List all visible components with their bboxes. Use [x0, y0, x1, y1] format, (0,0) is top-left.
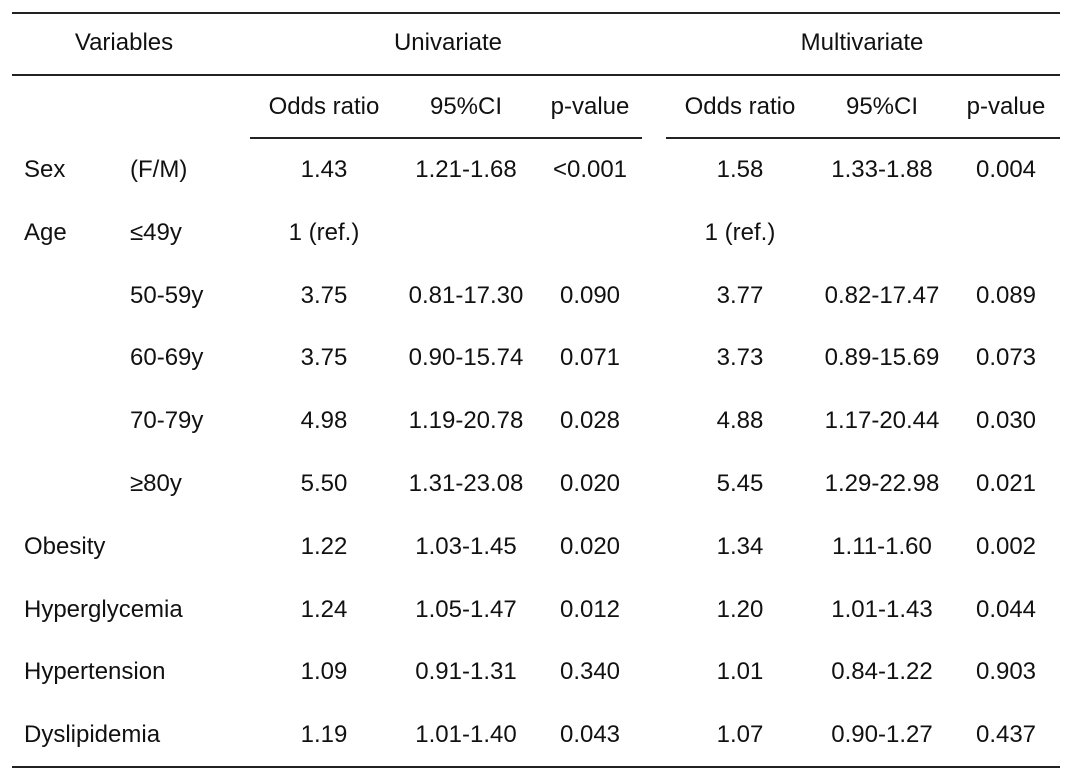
multi-p-value: 0.002 [975, 533, 1037, 560]
uni-odds-ratio: 3.75 [300, 344, 348, 371]
uni-p-value: 0.020 [559, 533, 621, 560]
row-label: Age [24, 219, 67, 246]
table-top-rule [12, 12, 1060, 14]
uni-odds-ratio: 1.24 [300, 596, 348, 623]
multi-p-value: 0.437 [975, 721, 1037, 748]
header-bottom-rule [12, 74, 1060, 76]
multi-odds-ratio: 4.88 [716, 407, 764, 434]
row-sublabel: ≤49y [130, 219, 182, 246]
row-sublabel: ≥80y [130, 470, 182, 497]
multi-odds-ratio: 1.01 [716, 658, 764, 685]
multi-95ci: 1.33-1.88 [831, 156, 933, 183]
multi-95ci: 0.82-17.47 [824, 282, 940, 309]
uni-odds-ratio: 3.75 [300, 282, 348, 309]
subheader-uni-p-value: p-value [550, 93, 630, 120]
multi-odds-ratio: 1.07 [716, 721, 764, 748]
multi-odds-ratio: 3.77 [716, 282, 764, 309]
row-label: Hypertension [24, 658, 166, 685]
uni-p-value: 0.071 [559, 344, 621, 371]
multi-95ci: 1.17-20.44 [824, 407, 940, 434]
uni-p-value: <0.001 [552, 156, 628, 183]
multi-95ci: 0.90-1.27 [831, 721, 933, 748]
uni-p-value: 0.020 [559, 470, 621, 497]
multi-odds-ratio: 1.34 [716, 533, 764, 560]
uni-95ci: 0.90-15.74 [408, 344, 524, 371]
multi-p-value: 0.030 [975, 407, 1037, 434]
row-sublabel: 60-69y [130, 344, 204, 371]
uni-p-value: 0.028 [559, 407, 621, 434]
multi-95ci: 1.29-22.98 [824, 470, 940, 497]
multi-p-value: 0.044 [975, 596, 1037, 623]
uni-95ci: 1.01-1.40 [415, 721, 517, 748]
uni-p-value: 0.340 [559, 658, 621, 685]
uni-odds-ratio: 1.09 [300, 658, 348, 685]
multi-95ci: 0.89-15.69 [824, 344, 940, 371]
uni-p-value: 0.012 [559, 596, 621, 623]
uni-odds-ratio: 1.22 [300, 533, 348, 560]
uni-p-value: 0.090 [559, 282, 621, 309]
multi-95ci: 0.84-1.22 [831, 658, 933, 685]
subheader-multi-odds-ratio: Odds ratio [684, 93, 796, 120]
uni-odds-ratio: 1.43 [300, 156, 348, 183]
subheader-multi-p-value: p-value [966, 93, 1046, 120]
multi-odds-ratio: 3.73 [716, 344, 764, 371]
multi-p-value: 0.073 [975, 344, 1037, 371]
multi-odds-ratio: 1.58 [716, 156, 764, 183]
table-bottom-rule [12, 766, 1060, 768]
header-variables: Variables [74, 29, 174, 56]
uni-95ci: 1.05-1.47 [415, 596, 517, 623]
uni-odds-ratio: 1 (ref.) [288, 219, 360, 246]
header-multivariate: Multivariate [800, 29, 924, 56]
multivariate-subheader-rule [666, 137, 1060, 139]
multi-95ci: 1.01-1.43 [831, 596, 933, 623]
subheader-uni-odds-ratio: Odds ratio [268, 93, 380, 120]
uni-95ci: 1.19-20.78 [408, 407, 524, 434]
subheader-multi-95ci: 95%CI [845, 93, 919, 120]
uni-odds-ratio: 5.50 [300, 470, 348, 497]
uni-p-value: 0.043 [559, 721, 621, 748]
row-sublabel: (F/M) [130, 156, 188, 183]
multi-odds-ratio: 5.45 [716, 470, 764, 497]
uni-odds-ratio: 4.98 [300, 407, 348, 434]
row-label: Sex [24, 156, 66, 183]
uni-95ci: 1.31-23.08 [408, 470, 524, 497]
uni-95ci: 0.81-17.30 [408, 282, 524, 309]
uni-95ci: 1.03-1.45 [415, 533, 517, 560]
multi-95ci: 1.11-1.60 [832, 533, 932, 560]
multi-p-value: 0.004 [975, 156, 1037, 183]
multi-odds-ratio: 1 (ref.) [704, 219, 776, 246]
row-label: Dyslipidemia [24, 721, 161, 748]
row-label: Hyperglycemia [24, 596, 183, 623]
multi-p-value: 0.089 [975, 282, 1037, 309]
multi-p-value: 0.021 [975, 470, 1037, 497]
row-sublabel: 70-79y [130, 407, 204, 434]
uni-95ci: 0.91-1.31 [415, 658, 517, 685]
univariate-subheader-rule [250, 137, 642, 139]
header-univariate: Univariate [393, 29, 503, 56]
uni-95ci: 1.21-1.68 [415, 156, 517, 183]
uni-odds-ratio: 1.19 [300, 721, 348, 748]
multi-p-value: 0.903 [975, 658, 1037, 685]
row-sublabel: 50-59y [130, 282, 204, 309]
multi-odds-ratio: 1.20 [716, 596, 764, 623]
subheader-uni-95ci: 95%CI [429, 93, 503, 120]
row-label: Obesity [24, 533, 106, 560]
